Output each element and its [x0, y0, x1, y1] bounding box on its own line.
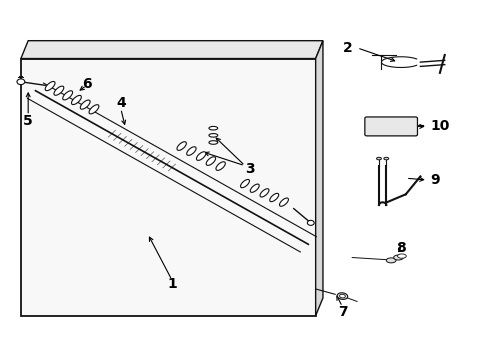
Ellipse shape: [241, 179, 249, 188]
Text: 10: 10: [430, 120, 450, 134]
Ellipse shape: [397, 254, 406, 258]
Text: 3: 3: [245, 162, 255, 176]
Ellipse shape: [250, 184, 259, 192]
Ellipse shape: [216, 162, 225, 170]
Text: 4: 4: [116, 96, 125, 110]
Circle shape: [307, 220, 314, 225]
Ellipse shape: [45, 81, 55, 91]
Ellipse shape: [270, 193, 279, 202]
Text: 1: 1: [167, 276, 177, 291]
Ellipse shape: [63, 91, 73, 100]
Ellipse shape: [209, 134, 218, 137]
Ellipse shape: [206, 157, 216, 165]
Ellipse shape: [376, 157, 381, 160]
Ellipse shape: [393, 255, 403, 260]
Polygon shape: [316, 41, 323, 316]
Ellipse shape: [209, 126, 218, 130]
Polygon shape: [21, 41, 323, 59]
Ellipse shape: [386, 258, 396, 263]
Ellipse shape: [196, 152, 206, 160]
Ellipse shape: [337, 293, 348, 300]
Text: 7: 7: [338, 305, 347, 319]
Ellipse shape: [72, 95, 81, 104]
Ellipse shape: [187, 147, 196, 156]
Text: 5: 5: [24, 114, 33, 128]
Ellipse shape: [279, 198, 289, 206]
Circle shape: [17, 79, 25, 85]
FancyBboxPatch shape: [365, 117, 417, 136]
Ellipse shape: [80, 100, 90, 109]
Ellipse shape: [260, 189, 269, 197]
Ellipse shape: [340, 294, 345, 298]
Text: 8: 8: [396, 241, 406, 255]
Ellipse shape: [177, 142, 186, 150]
Polygon shape: [21, 59, 316, 316]
Text: 6: 6: [82, 77, 92, 91]
Ellipse shape: [89, 105, 99, 114]
Text: 2: 2: [343, 41, 352, 55]
Ellipse shape: [384, 157, 389, 160]
Ellipse shape: [54, 86, 64, 95]
Text: 9: 9: [430, 173, 440, 187]
Ellipse shape: [209, 141, 218, 144]
